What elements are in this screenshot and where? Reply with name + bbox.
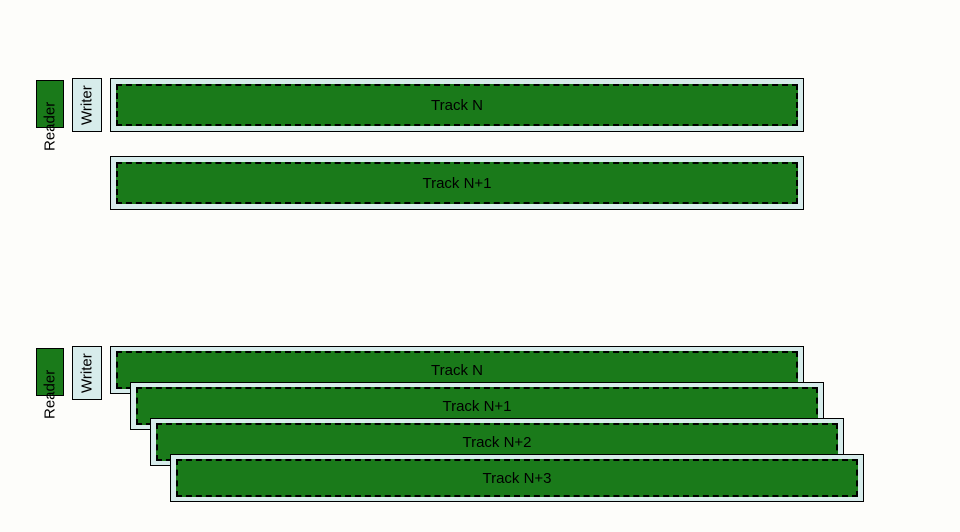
top-reader-label: Reader: [36, 80, 64, 172]
bottom-reader-label: Reader: [36, 348, 64, 440]
top-track-0: Track N: [116, 84, 798, 126]
top-track-1: Track N+1: [116, 162, 798, 204]
bottom-writer-label: Writer: [72, 346, 102, 400]
bottom-track-3: Track N+3: [176, 459, 858, 497]
top-writer-label: Writer: [72, 78, 102, 132]
